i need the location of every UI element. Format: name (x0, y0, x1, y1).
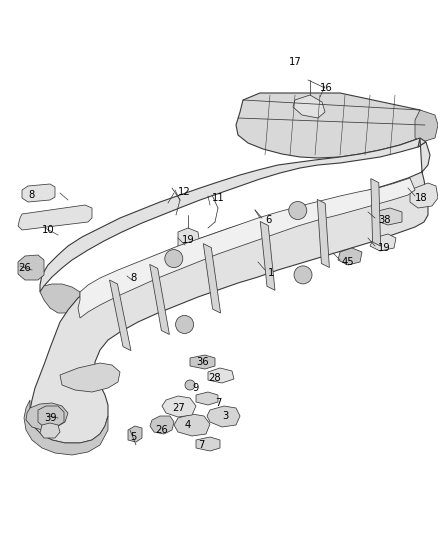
Polygon shape (26, 403, 68, 430)
Text: 17: 17 (289, 57, 301, 67)
Polygon shape (317, 199, 329, 268)
Polygon shape (128, 426, 142, 442)
Text: 4: 4 (185, 420, 191, 430)
Ellipse shape (404, 115, 416, 125)
Polygon shape (110, 280, 131, 351)
Text: 26: 26 (155, 425, 168, 435)
Polygon shape (18, 205, 92, 230)
Polygon shape (24, 400, 108, 455)
Circle shape (165, 249, 183, 268)
Ellipse shape (280, 118, 300, 132)
Text: 36: 36 (196, 357, 208, 367)
Polygon shape (162, 396, 196, 417)
Polygon shape (150, 264, 170, 335)
Polygon shape (30, 138, 430, 443)
Polygon shape (196, 437, 220, 451)
Text: 7: 7 (215, 398, 221, 408)
Circle shape (294, 266, 312, 284)
Text: 3: 3 (222, 411, 228, 421)
Ellipse shape (322, 116, 338, 128)
Text: 8: 8 (130, 273, 136, 283)
Polygon shape (203, 244, 221, 313)
Text: 39: 39 (44, 413, 57, 423)
Text: 28: 28 (208, 373, 221, 383)
Polygon shape (415, 110, 438, 142)
Polygon shape (370, 234, 396, 251)
Polygon shape (196, 392, 218, 405)
Polygon shape (22, 184, 55, 202)
Polygon shape (236, 93, 432, 158)
Circle shape (289, 201, 307, 220)
Polygon shape (410, 183, 438, 208)
Polygon shape (293, 95, 325, 118)
Polygon shape (207, 406, 240, 427)
Polygon shape (338, 248, 362, 265)
Polygon shape (208, 368, 234, 383)
Polygon shape (40, 423, 60, 438)
Polygon shape (178, 228, 200, 250)
Text: 11: 11 (212, 193, 225, 203)
Text: 38: 38 (378, 215, 391, 225)
Polygon shape (374, 208, 402, 225)
Circle shape (185, 380, 195, 390)
Circle shape (176, 316, 194, 334)
Text: 8: 8 (28, 190, 34, 200)
Polygon shape (190, 355, 215, 369)
Text: 7: 7 (198, 440, 205, 450)
Text: 27: 27 (172, 403, 185, 413)
Polygon shape (40, 284, 80, 313)
Polygon shape (40, 138, 426, 292)
Ellipse shape (366, 111, 384, 125)
Text: 18: 18 (415, 193, 427, 203)
Polygon shape (260, 222, 275, 290)
Text: 6: 6 (265, 215, 272, 225)
Text: 19: 19 (182, 235, 195, 245)
Polygon shape (38, 406, 64, 427)
Polygon shape (18, 255, 44, 280)
Text: 16: 16 (320, 83, 333, 93)
Text: 26: 26 (18, 263, 31, 273)
Text: 12: 12 (178, 187, 191, 197)
Text: 19: 19 (378, 243, 391, 253)
Polygon shape (371, 179, 381, 246)
Text: 10: 10 (42, 225, 55, 235)
Polygon shape (60, 363, 120, 392)
Text: 5: 5 (130, 432, 136, 442)
Text: 9: 9 (192, 383, 198, 393)
Polygon shape (150, 416, 174, 434)
Polygon shape (78, 178, 415, 318)
Text: 1: 1 (268, 268, 274, 278)
Polygon shape (174, 414, 210, 436)
Text: 45: 45 (342, 257, 355, 267)
